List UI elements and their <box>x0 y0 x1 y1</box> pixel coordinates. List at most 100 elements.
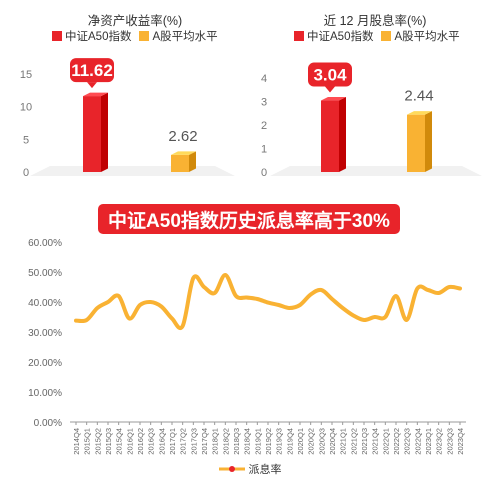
bar-avg <box>407 111 432 172</box>
x-tick-label: 2015Q2 <box>93 428 102 455</box>
x-tick-label: 2018Q2 <box>221 428 230 455</box>
legend-label-a50: 中证A50指数 <box>65 31 132 43</box>
payout-line-chart: 0.00% 10.00% 20.00% 30.00% 40.00% 50.00% 60.00… <box>28 238 466 455</box>
line-legend-label: 派息率 <box>248 464 282 476</box>
y-tick-label: 1 <box>261 144 267 156</box>
x-tick-label: 2021Q3 <box>360 428 369 455</box>
roe-legend: 中证A50指数 A股平均水平 <box>52 28 226 44</box>
bar-top <box>321 97 346 101</box>
x-tick-label: 2022Q4 <box>413 428 422 455</box>
y-tick-label: 15 <box>20 69 32 81</box>
x-tick-label: 2021Q1 <box>339 428 348 455</box>
y-tick-label: 50.00% <box>28 268 62 279</box>
legend-item-avg: A股平均水平 <box>139 28 218 44</box>
y-tick-label: 2 <box>261 120 267 132</box>
x-tick-label: 2022Q3 <box>403 428 412 455</box>
bubble-pointer <box>87 82 97 89</box>
line-legend: 派息率 <box>0 461 500 477</box>
legend-item-avg: A股平均水平 <box>381 28 460 44</box>
x-tick-label: 2017Q2 <box>179 428 188 455</box>
series-line-payout <box>74 273 462 331</box>
data-label: 2.44 <box>404 88 433 105</box>
bar-front <box>321 100 339 172</box>
y-tick-label: 3 <box>261 97 267 109</box>
x-tick-label: 2019Q4 <box>285 428 294 455</box>
y-tick-label: 10.00% <box>28 388 62 399</box>
legend-swatch-red <box>294 31 304 41</box>
bubble-body <box>70 58 114 83</box>
x-tick-label: 2018Q1 <box>211 428 220 455</box>
bar-side <box>101 92 108 172</box>
x-tick-label: 2016Q2 <box>136 428 145 455</box>
bubble-body <box>308 62 352 87</box>
bar-avg <box>171 151 196 172</box>
x-tick-label: 2023Q2 <box>435 428 444 455</box>
bar-a50 <box>321 97 346 172</box>
data-label-bubble: 3.04 <box>308 62 352 93</box>
floor-shadow <box>270 166 482 176</box>
bar-top <box>83 92 108 97</box>
bar-front <box>171 154 189 172</box>
legend-swatch-red <box>52 31 62 41</box>
y-tick-label: 10 <box>20 102 32 114</box>
floor-shadow <box>30 166 235 176</box>
data-label: 3.04 <box>313 66 347 85</box>
x-tick-label: 2023Q3 <box>445 428 454 455</box>
y-tick-label: 40.00% <box>28 298 62 309</box>
x-tick-label: 2020Q1 <box>296 428 305 455</box>
bubble-pointer <box>325 86 335 93</box>
payout-banner: 中证A50指数历史派息率高于30% <box>98 204 400 234</box>
x-tick-label: 2022Q1 <box>381 428 390 455</box>
legend-label-avg: A股平均水平 <box>394 31 460 43</box>
y-tick-label: 20.00% <box>28 358 62 369</box>
x-tick-label: 2023Q4 <box>456 428 465 455</box>
bar-front <box>83 96 101 172</box>
x-tick-label: 2015Q1 <box>83 428 92 455</box>
x-tick-label: 2018Q4 <box>243 428 252 455</box>
x-tick-label: 2014Q4 <box>72 428 81 455</box>
roe-chart-title: 净资产收益率(%) <box>87 14 183 28</box>
x-tick-label: 2023Q1 <box>424 428 433 455</box>
y-tick-label: 0.00% <box>34 418 62 429</box>
y-tick-label: 4 <box>261 73 267 85</box>
y-tick-label: 0 <box>23 167 29 179</box>
x-tick-label: 2016Q1 <box>125 428 134 455</box>
dividend-bar-chart: 0 1 2 3 4 3.04 2.44 <box>261 62 482 179</box>
legend-label-a50: 中证A50指数 <box>307 31 374 43</box>
y-tick-label: 30.00% <box>28 328 62 339</box>
legend-label-avg: A股平均水平 <box>152 31 218 43</box>
line-legend-marker <box>218 466 245 472</box>
x-tick-label: 2020Q4 <box>328 428 337 455</box>
x-tick-label: 2017Q1 <box>168 428 177 455</box>
bar-top <box>171 151 196 155</box>
x-tick-label: 2020Q3 <box>317 428 326 455</box>
y-tick-label: 0 <box>261 167 267 179</box>
x-tick-label: 2021Q4 <box>371 428 380 455</box>
x-tick-label: 2022Q2 <box>392 428 401 455</box>
x-tick-label: 2015Q4 <box>115 428 124 455</box>
data-label-bubble: 11.62 <box>70 58 114 89</box>
y-tick-label: 5 <box>23 134 29 146</box>
x-tick-label: 2015Q3 <box>104 428 113 455</box>
x-tick-label: 2021Q2 <box>349 428 358 455</box>
data-label: 11.62 <box>71 61 113 80</box>
data-label: 2.62 <box>168 128 197 145</box>
x-tick-label: 2019Q2 <box>264 428 273 455</box>
legend-item-a50: 中证A50指数 <box>294 28 373 44</box>
x-tick-label: 2016Q3 <box>147 428 156 455</box>
bar-side <box>189 151 196 172</box>
x-tick-label: 2016Q4 <box>157 428 166 455</box>
legend-item-a50: 中证A50指数 <box>52 28 131 44</box>
roe-bar-chart: 0 5 10 15 11.62 2.62 <box>20 58 235 179</box>
bar-side <box>339 97 346 172</box>
bar-top <box>407 111 432 115</box>
bar-front <box>407 114 425 172</box>
bar-a50 <box>83 92 108 172</box>
x-tick-label: 2019Q1 <box>253 428 262 455</box>
x-tick-label: 2017Q4 <box>200 428 209 455</box>
y-tick-label: 60.00% <box>28 238 62 249</box>
legend-swatch-orange <box>139 31 150 41</box>
dividend-legend: 中证A50指数 A股平均水平 <box>294 28 468 44</box>
dividend-chart-title: 近 12 月股息率(%) <box>323 14 427 28</box>
x-tick-label: 2019Q3 <box>275 428 284 455</box>
